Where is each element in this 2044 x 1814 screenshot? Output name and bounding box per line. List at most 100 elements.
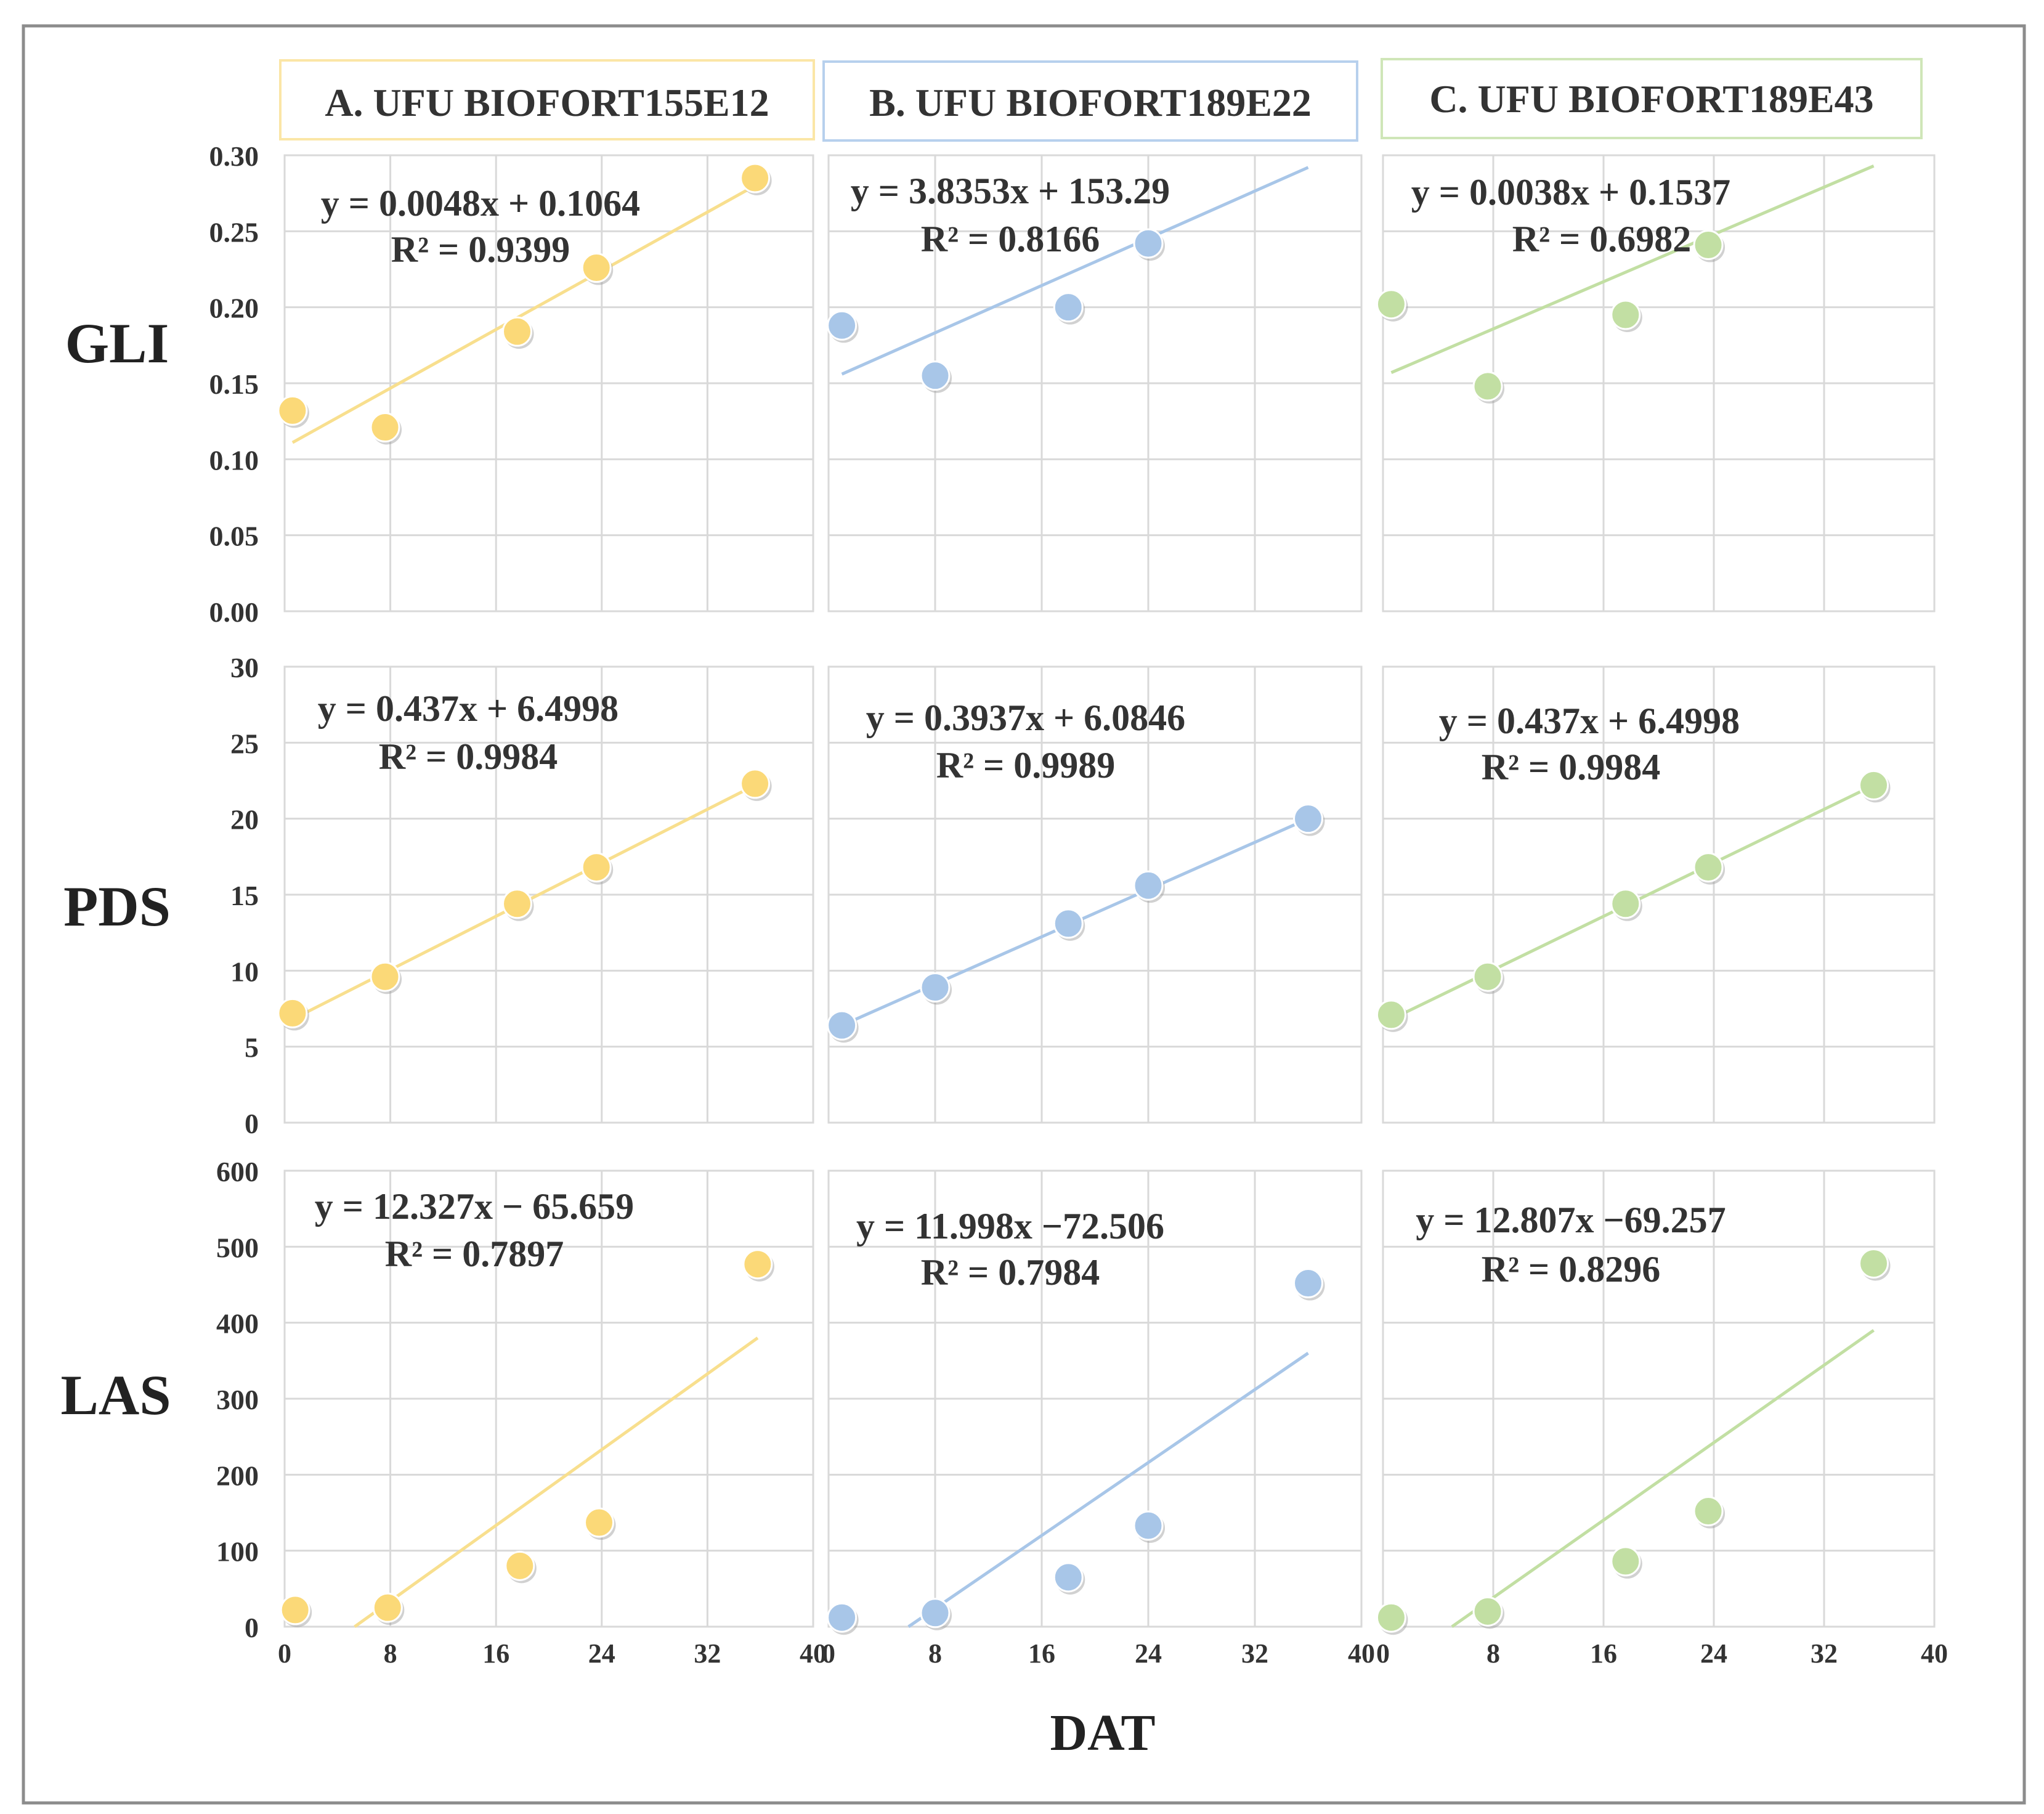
data-point-B-GLI-0 [827,310,858,341]
data-point-B-LAS-2 [1053,1562,1084,1593]
data-point-A-GLI-4 [740,163,771,193]
y-tick-label-GLI-0: 0.00 [209,596,259,628]
column-header-A-box [279,59,815,140]
data-point-A-PDS-1 [370,961,400,992]
data-point-A-GLI-2 [502,316,533,347]
y-tick-label-GLI-2: 0.10 [209,444,259,476]
r2-label-A-LAS: R² = 0.7897 [385,1234,564,1274]
data-point-C-LAS-4 [1859,1248,1889,1279]
equation-label-C-PDS: y = 0.437x + 6.4998 [1439,701,1740,741]
data-point-A-LAS-1 [372,1592,403,1623]
y-tick-label-PDS-2: 10 [230,956,259,987]
y-tick-label-GLI-4: 0.20 [209,293,259,324]
column-header-C: C. UFU BIOFORT189E43 [1381,58,1923,139]
panels: y = 0.0048x + 0.1064 R² = 0.9399 y = 3.835… [277,154,1936,1635]
data-point-A-GLI-0 [277,395,308,426]
data-point-B-GLI-2 [1053,292,1084,323]
data-point-C-LAS-3 [1693,1496,1724,1527]
equation-label-C-LAS: y = 12.807x −69.257 [1416,1200,1726,1240]
data-point-B-PDS-2 [1053,908,1084,939]
data-point-A-GLI-1 [370,412,400,443]
panel-B-GLI: y = 3.8353x + 153.29 R² = 0.8166 [827,154,1363,612]
data-point-B-GLI-1 [920,360,951,391]
row-label-LAS: LAS [61,1364,171,1426]
x-tick-label-C-3: 24 [1700,1638,1727,1669]
y-tick-label-GLI-5: 0.25 [209,216,259,248]
x-tick-label-C-5: 40 [1921,1638,1948,1669]
r2-label-B-GLI: R² = 0.8166 [921,219,1100,259]
panel-C-PDS: y = 0.437x + 6.4998 R² = 0.9984 [1376,665,1936,1124]
data-point-C-LAS-0 [1376,1602,1406,1633]
row-label-PDS: PDS [63,875,171,938]
data-point-A-PDS-3 [581,852,612,883]
column-header-B-label: B. UFU BIOFORT189E22 [869,81,1312,124]
x-tick-label-B-4: 32 [1241,1638,1268,1669]
data-point-C-LAS-1 [1472,1596,1503,1627]
x-axis-title: DAT [1050,1704,1155,1762]
data-point-C-PDS-1 [1472,961,1503,992]
equation-label-A-GLI: y = 0.0048x + 0.1064 [321,183,640,224]
panel-B-LAS: y = 11.998x −72.506 R² = 0.7984 [827,1169,1363,1635]
trendline-C-LAS [1451,1328,1875,1629]
r2-label-A-PDS: R² = 0.9984 [379,736,558,777]
r2-label-B-LAS: R² = 0.7984 [921,1252,1100,1293]
row-label-GLI: GLI [65,312,169,375]
column-header-B-box [822,60,1358,142]
y-ticks-row-PDS: 0 5 10 15 20 25 30 [230,652,259,1139]
column-header-B: B. UFU BIOFORT189E22 [822,60,1358,142]
panel-A-PDS: y = 0.437x + 6.4998 R² = 0.9984 [277,665,814,1124]
data-point-C-PDS-2 [1610,889,1641,919]
y-tick-label-GLI-6: 0.30 [209,140,259,172]
x-tick-label-C-4: 32 [1811,1638,1838,1669]
data-point-B-LAS-0 [827,1602,858,1633]
x-tick-label-B-5: 40 [1348,1638,1375,1669]
x-ticks-col-C: 0 8 16 24 32 40 [1376,1638,1948,1669]
equation-label-B-LAS: y = 11.998x −72.506 [856,1206,1164,1247]
data-point-B-LAS-4 [1293,1268,1323,1299]
x-tick-label-A-2: 16 [482,1638,509,1669]
y-tick-label-LAS-3: 300 [216,1384,259,1415]
y-tick-label-PDS-1: 5 [245,1032,259,1064]
data-point-B-PDS-3 [1133,870,1164,901]
r2-label-B-PDS: R² = 0.9989 [936,745,1116,786]
y-tick-label-PDS-5: 25 [230,728,259,759]
data-point-B-GLI-3 [1133,228,1164,259]
trendline-B-GLI [841,166,1309,376]
panel-C-GLI: y = 0.0038x + 0.1537 R² = 0.6982 [1376,154,1936,612]
y-tick-label-PDS-3: 15 [230,880,259,911]
column-header-C-label: C. UFU BIOFORT189E43 [1429,77,1873,121]
r2-label-C-GLI: R² = 0.6982 [1512,219,1692,259]
data-point-A-GLI-3 [581,253,612,283]
equation-label-B-GLI: y = 3.8353x + 153.29 [851,171,1170,211]
x-tick-label-B-1: 8 [928,1638,942,1669]
trendline-B-LAS [907,1351,1309,1629]
y-tick-label-PDS-4: 20 [230,804,259,836]
y-tick-label-LAS-4: 400 [216,1308,259,1340]
data-point-A-LAS-4 [742,1249,773,1280]
x-tick-label-C-2: 16 [1590,1638,1617,1669]
data-point-A-PDS-0 [277,998,308,1028]
r2-label-C-PDS: R² = 0.9984 [1482,747,1661,787]
equation-label-C-GLI: y = 0.0038x + 0.1537 [1411,172,1730,213]
x-tick-label-A-3: 24 [588,1638,615,1669]
y-ticks-row-LAS: 0 100 200 300 400 500 600 [216,1156,259,1643]
trendline-C-GLI [1390,164,1875,375]
data-point-C-GLI-3 [1693,230,1724,261]
data-point-B-PDS-4 [1293,803,1323,834]
panel-A-LAS: y = 12.327x − 65.659 R² = 0.7897 [280,1169,814,1629]
data-point-C-GLI-1 [1472,371,1503,402]
trendline-A-LAS [354,1336,759,1629]
x-tick-label-B-0: 0 [822,1638,835,1669]
column-header-A: A. UFU BIOFORT155E12 [279,59,815,140]
data-point-C-PDS-0 [1376,999,1406,1030]
equation-label-A-LAS: y = 12.327x − 65.659 [315,1186,634,1227]
data-point-A-PDS-2 [502,889,533,919]
x-tick-label-A-0: 0 [278,1638,291,1669]
x-ticks-col-A: 0 8 16 24 32 40 [278,1638,827,1669]
panel-C-LAS: y = 12.807x −69.257 R² = 0.8296 [1376,1169,1936,1635]
x-tick-label-C-1: 8 [1486,1638,1500,1669]
data-point-B-LAS-1 [920,1598,951,1629]
equation-label-B-PDS: y = 0.3937x + 6.0846 [866,698,1185,738]
x-tick-label-A-4: 32 [694,1638,721,1669]
